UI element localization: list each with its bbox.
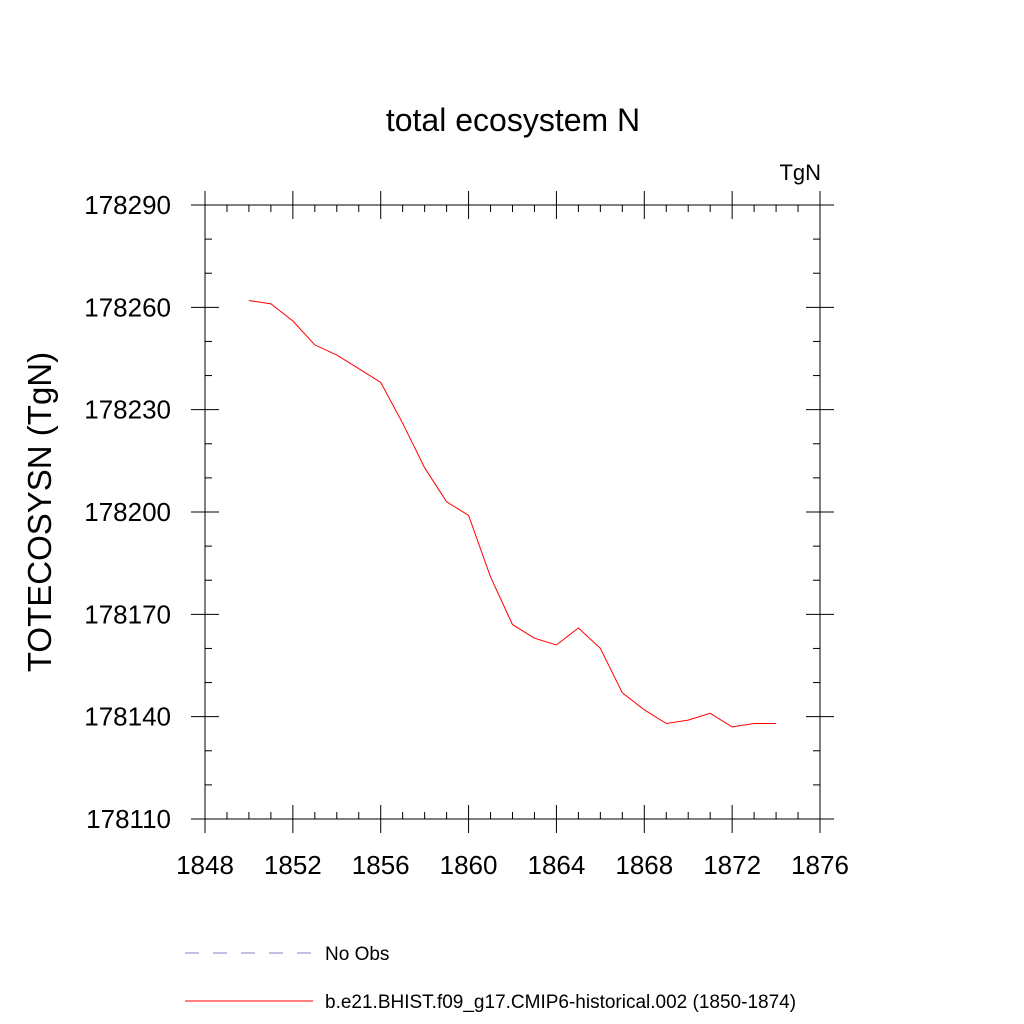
x-tick-label: 1856 <box>352 850 410 880</box>
x-tick-label: 1876 <box>791 850 849 880</box>
x-tick-label: 1860 <box>440 850 498 880</box>
x-tick-label: 1848 <box>176 850 234 880</box>
legend-label: b.e21.BHIST.f09_g17.CMIP6-historical.002… <box>325 992 796 1013</box>
y-axis-label: TOTECOSYSN (TgN) <box>21 352 58 672</box>
y-tick-label: 178140 <box>84 702 171 732</box>
units-label: TgN <box>779 160 821 185</box>
y-tick-label: 178290 <box>84 190 171 220</box>
axis-ticks <box>191 191 834 833</box>
x-tick-label: 1872 <box>703 850 761 880</box>
x-tick-labels: 1848 1852 1856 1860 1864 1868 1872 1876 <box>176 850 849 880</box>
y-tick-label: 178170 <box>84 599 171 629</box>
x-tick-label: 1864 <box>528 850 586 880</box>
legend-label: No Obs <box>325 944 389 965</box>
y-tick-label: 178260 <box>84 292 171 322</box>
y-tick-label: 178230 <box>84 395 171 425</box>
x-tick-label: 1868 <box>615 850 673 880</box>
legend: No Obs b.e21.BHIST.f09_g17.CMIP6-historic… <box>185 944 796 1013</box>
y-tick-label: 178200 <box>84 497 171 527</box>
chart-title: total ecosystem N <box>386 102 640 138</box>
series-line <box>248 300 777 728</box>
x-tick-label: 1852 <box>264 850 322 880</box>
y-tick-label: 178110 <box>86 804 171 834</box>
series-lines <box>248 300 777 728</box>
y-tick-labels: 178110 178140 178170 178200 178230 178260 1782… <box>84 190 171 834</box>
plot-frame <box>204 204 821 820</box>
